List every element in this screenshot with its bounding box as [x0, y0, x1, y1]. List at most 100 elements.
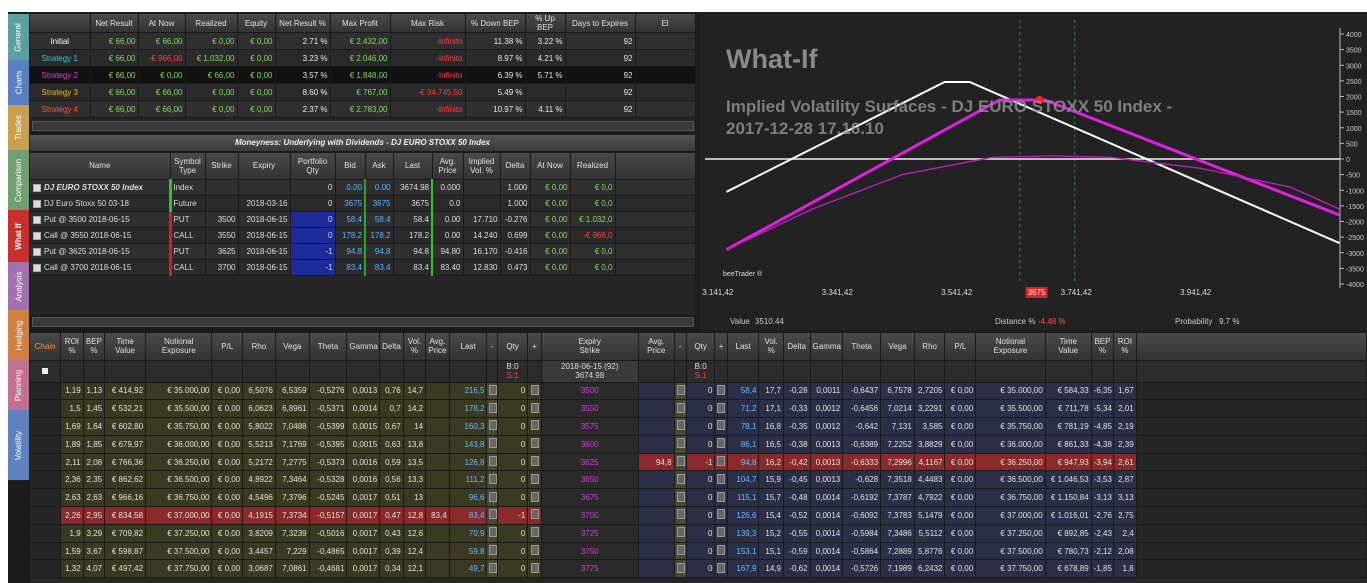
qty-button[interactable]: [717, 438, 726, 449]
qty-button[interactable]: [530, 473, 539, 484]
checkbox[interactable]: [33, 231, 41, 240]
summary-row[interactable]: Strategy 1 € 66,00 -€ 966,00 € 1.032,00 € 0,…: [30, 49, 696, 67]
qty-button[interactable]: [717, 509, 726, 520]
qty-button[interactable]: [489, 473, 497, 484]
chain-row[interactable]: 2,63 2,63 € 966,16 € 36.750,00 € 0,00 4,5496 7…: [30, 488, 1367, 508]
qty-button[interactable]: [676, 420, 685, 431]
scrollbar[interactable]: [32, 121, 694, 131]
cell: 3.22 %: [525, 32, 566, 50]
qty-button[interactable]: [530, 420, 539, 431]
cell: [674, 524, 687, 543]
qty-button[interactable]: [717, 545, 726, 556]
qty-button[interactable]: [717, 402, 726, 413]
chain-row[interactable]: 2,11 2,08 € 766,36 € 36.250,00 € 0,00 5,2172 7…: [30, 453, 1367, 472]
qty-button[interactable]: [676, 456, 685, 467]
chain-row[interactable]: 1,69 1,64 € 602,80 € 35.750,00 € 0,00 5,8022 7…: [30, 417, 1367, 436]
qty-button[interactable]: [489, 491, 497, 502]
cell: 4,5496: [242, 488, 276, 508]
instrument-row[interactable]: DJ EURO STOXX 50 Index Index 0 0.00 0.00 3674…: [30, 179, 696, 196]
cell: € 36.500,00: [975, 470, 1046, 490]
side-tab[interactable]: What If: [8, 210, 29, 263]
cell: 2,63: [83, 488, 106, 508]
qty-button[interactable]: [676, 545, 685, 556]
summary-row[interactable]: Initial € 66,00 € 66,00 € 0,00 € 0,00 2.71 % €…: [30, 32, 696, 50]
side-tab[interactable]: Analysis: [8, 262, 29, 311]
chain-row[interactable]: 1,9 3,29 € 709,82 € 37.250,00 € 0,00 3,8209 7,…: [30, 524, 1367, 543]
instruments-table: Name Symbol Type Strike Expiry Portfolio Qty…: [30, 153, 696, 276]
chain-row[interactable]: 2,36 2,35 € 862,62 € 36.500,00 € 0,00 4,8922 7…: [30, 470, 1367, 490]
select-box[interactable]: [42, 367, 49, 374]
qty-button[interactable]: [676, 384, 685, 395]
qty-button[interactable]: [676, 438, 685, 449]
checkbox[interactable]: [33, 263, 41, 272]
checkbox[interactable]: [33, 215, 41, 224]
qty-button[interactable]: [530, 562, 539, 573]
chain-row[interactable]: 1,59 3,67 € 598,87 € 37.500,00 € 0,00 3,4457 7…: [30, 542, 1367, 561]
checkbox[interactable]: [33, 199, 41, 208]
qty-button[interactable]: [676, 402, 685, 413]
qty-button[interactable]: [489, 509, 497, 520]
qty-button[interactable]: [489, 420, 497, 431]
side-tab[interactable]: Volatility: [8, 410, 29, 481]
instrument-row[interactable]: DJ Euro Stoxx 50 03-18 Future 2018-03-16 0 3…: [30, 195, 696, 212]
qty-button[interactable]: [676, 562, 685, 573]
summary-row[interactable]: Strategy 3 € 66,00 € 66,00 € 0,00 € 0,00 8.60…: [30, 83, 696, 101]
side-tab[interactable]: General: [8, 14, 29, 61]
qty-button[interactable]: [489, 438, 497, 449]
qty-button[interactable]: [530, 456, 539, 467]
chain-row[interactable]: 2,26 2,95 € 834,58 € 37.000,00 € 0,00 4,1915 7…: [30, 506, 1367, 525]
cell: 2018-06-15: [238, 211, 291, 228]
cell: -0,28: [783, 382, 811, 401]
instrument-row[interactable]: Call @ 3700 2018-06-15 CALL 3700 2018-06-15…: [30, 259, 696, 276]
chain-row[interactable]: 1,89 1,85 € 679,97 € 36.000,00 € 0,00 5,5213 7…: [30, 435, 1367, 454]
qty-button[interactable]: [489, 456, 497, 467]
side-tab[interactable]: Hedging: [8, 310, 29, 361]
cell: -0,5371: [309, 399, 348, 419]
qty-button[interactable]: [676, 473, 685, 484]
side-tab[interactable]: Charts: [8, 60, 29, 106]
instrument-row[interactable]: Put @ 3500 2018-06-15 PUT 3500 2018-06-15 0 5…: [30, 211, 696, 228]
scrollbar[interactable]: [32, 317, 694, 327]
side-tab[interactable]: Planning: [8, 360, 29, 411]
instrument-row[interactable]: Call @ 3550 2018-06-15 CALL 3550 2018-06-15…: [30, 227, 696, 244]
qty-button[interactable]: [530, 402, 539, 413]
qty-button[interactable]: [530, 545, 539, 556]
qty-button[interactable]: [717, 456, 726, 467]
cell: € 0,00: [237, 83, 276, 101]
chain-row[interactable]: 1,5 1,45 € 532,21 € 35.500,00 € 0,00 6,0623 6,…: [30, 399, 1367, 419]
qty-button[interactable]: [717, 384, 726, 395]
qty-button[interactable]: [530, 509, 539, 520]
cell: 0,39: [379, 542, 404, 561]
qty-button[interactable]: [676, 509, 685, 520]
summary-row[interactable]: Strategy 2 € 66,00 € 0,00 € 66,00 € 0,00 3.57…: [30, 66, 696, 84]
y-tick-label: 500: [1346, 141, 1358, 148]
cell: 1.000: [500, 179, 531, 196]
checkbox[interactable]: [33, 183, 41, 192]
qty-button[interactable]: [530, 527, 539, 538]
checkbox[interactable]: [33, 247, 41, 256]
chain-row[interactable]: 1,32 4,07 € 497,42 € 37.750,00 € 0,00 3,0687 7…: [30, 559, 1367, 579]
qty-button[interactable]: [489, 384, 497, 395]
qty-button[interactable]: [489, 545, 497, 556]
qty-button[interactable]: [676, 491, 685, 502]
qty-button[interactable]: [489, 562, 497, 573]
cell: € 37.500,00: [145, 542, 213, 561]
instrument-row[interactable]: Put @ 3625 2018-06-15 PUT 3625 2018-06-15 -1…: [30, 243, 696, 260]
qty-button[interactable]: [530, 491, 539, 502]
qty-button[interactable]: [717, 473, 726, 484]
qty-button[interactable]: [489, 527, 497, 538]
chain-row[interactable]: 1,19 1,13 € 414,92 € 35.000,00 € 0,00 6,5076 6…: [30, 382, 1367, 401]
cell: [842, 360, 882, 383]
qty-button[interactable]: [530, 438, 539, 449]
qty-button[interactable]: [676, 527, 685, 538]
qty-button[interactable]: [717, 491, 726, 502]
qty-button[interactable]: [717, 420, 726, 431]
qty-button[interactable]: [717, 527, 726, 538]
qty-button[interactable]: [489, 402, 497, 413]
cell: 0: [497, 453, 529, 472]
qty-button[interactable]: [530, 384, 539, 395]
qty-button[interactable]: [717, 562, 726, 573]
side-tab[interactable]: Comparison: [8, 150, 29, 211]
side-tab[interactable]: Trades: [8, 105, 29, 151]
summary-row[interactable]: Strategy 4 € 66,00 € 66,00 € 0,00 € 0,00 2.37…: [30, 100, 696, 118]
